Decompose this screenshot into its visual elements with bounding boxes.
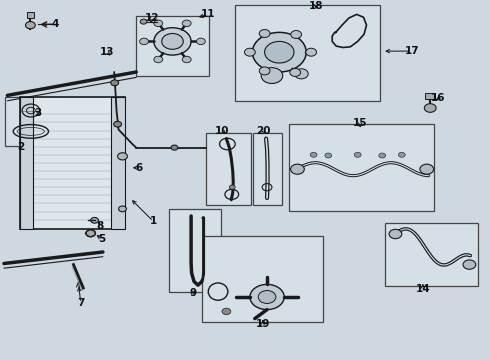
Text: 5: 5: [98, 234, 105, 244]
Circle shape: [154, 28, 191, 55]
Text: 8: 8: [97, 221, 104, 231]
Circle shape: [420, 164, 434, 174]
Circle shape: [265, 41, 294, 63]
Bar: [20, 97, 125, 229]
Circle shape: [306, 48, 317, 56]
Text: 20: 20: [256, 126, 271, 136]
Circle shape: [290, 68, 300, 76]
Bar: [289, 124, 434, 211]
Circle shape: [379, 153, 386, 158]
Circle shape: [389, 229, 402, 239]
Text: 9: 9: [190, 288, 196, 298]
Bar: [202, 236, 323, 322]
Circle shape: [196, 38, 205, 45]
Bar: [5, 97, 63, 146]
Circle shape: [140, 38, 148, 45]
Bar: [27, 12, 34, 18]
Circle shape: [182, 20, 191, 27]
Circle shape: [291, 164, 304, 174]
Text: 11: 11: [201, 9, 216, 19]
Text: 14: 14: [416, 284, 430, 294]
Circle shape: [118, 153, 127, 160]
Bar: [385, 223, 478, 286]
Circle shape: [119, 206, 126, 212]
Bar: [206, 133, 251, 205]
Circle shape: [354, 152, 361, 157]
Circle shape: [398, 152, 405, 157]
Circle shape: [310, 152, 317, 157]
Bar: [20, 97, 33, 229]
Circle shape: [154, 56, 163, 63]
Circle shape: [261, 68, 283, 84]
Circle shape: [259, 67, 270, 75]
Circle shape: [25, 22, 35, 29]
Circle shape: [291, 31, 301, 39]
Bar: [235, 5, 380, 101]
Circle shape: [91, 217, 98, 223]
Text: 15: 15: [353, 118, 368, 128]
Circle shape: [229, 185, 235, 189]
Text: 1: 1: [150, 216, 157, 226]
Text: 13: 13: [99, 47, 114, 57]
Text: 2: 2: [17, 142, 24, 152]
Text: 6: 6: [135, 163, 142, 173]
Bar: [253, 133, 282, 205]
Circle shape: [154, 20, 163, 27]
Text: 16: 16: [431, 93, 446, 103]
Text: 17: 17: [405, 46, 419, 56]
Circle shape: [140, 19, 147, 24]
Circle shape: [463, 260, 476, 269]
Circle shape: [250, 284, 284, 310]
Circle shape: [111, 80, 119, 86]
Bar: [111, 97, 125, 229]
Circle shape: [245, 48, 255, 56]
Circle shape: [259, 30, 270, 37]
Text: 18: 18: [309, 1, 323, 12]
Circle shape: [294, 69, 308, 79]
Text: 19: 19: [255, 319, 270, 329]
Text: 10: 10: [215, 126, 230, 136]
Circle shape: [325, 153, 332, 158]
Circle shape: [114, 121, 122, 127]
Bar: [169, 209, 221, 292]
Circle shape: [171, 145, 178, 150]
Circle shape: [182, 56, 191, 63]
Text: 7: 7: [77, 298, 85, 308]
Text: 4: 4: [51, 19, 59, 29]
Circle shape: [162, 33, 183, 49]
Circle shape: [252, 32, 306, 72]
Circle shape: [222, 308, 231, 315]
Text: 12: 12: [145, 13, 159, 23]
Text: 3: 3: [35, 108, 42, 118]
Bar: [136, 16, 209, 76]
Circle shape: [86, 230, 96, 237]
Circle shape: [424, 104, 436, 112]
Circle shape: [258, 291, 276, 303]
Bar: [425, 93, 435, 99]
